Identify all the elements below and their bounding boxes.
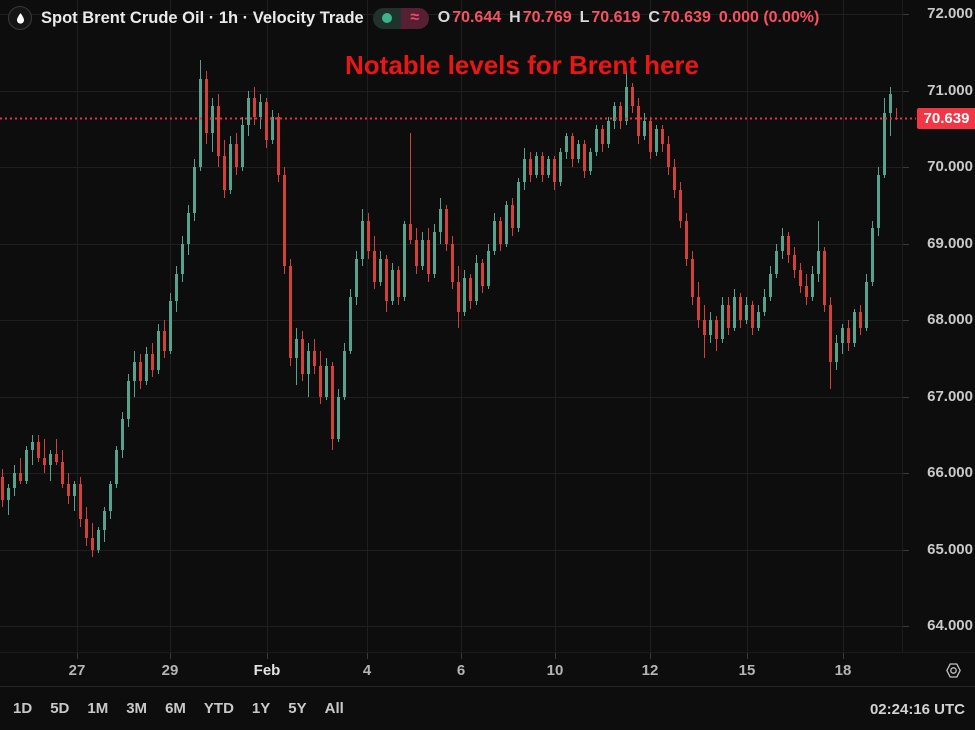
time-axis-tick [170, 653, 171, 659]
time-axis-tick [367, 653, 368, 659]
time-axis[interactable]: 27 29 Feb 4 6 10 12 15 18 [0, 652, 975, 687]
price-axis-tick [903, 14, 909, 15]
price-axis-tick [903, 91, 909, 92]
price-axis-label: 65.000 [927, 541, 973, 558]
chart-legend: Spot Brent Crude Oil · 1h · Velocity Tra… [8, 6, 819, 30]
time-axis-label: Feb [253, 662, 281, 679]
price-axis-label: 71.000 [927, 82, 973, 99]
range-3m-button[interactable]: 3M [126, 700, 148, 717]
utc-clock[interactable]: 02:24:16 UTC [869, 700, 965, 718]
price-axis-tick [903, 397, 909, 398]
time-axis-tick [650, 653, 651, 659]
range-ytd-button[interactable]: YTD [203, 700, 234, 717]
time-axis-tick [267, 653, 268, 659]
time-axis-tick [555, 653, 556, 659]
market-status-pill[interactable]: ≈ [372, 7, 429, 29]
time-axis-label: 10 [546, 662, 564, 679]
market-open-dot-icon [372, 7, 401, 29]
price-axis-tick [903, 473, 909, 474]
time-axis-tick [461, 653, 462, 659]
range-1d-button[interactable]: 1D [13, 700, 33, 717]
symbol-title[interactable]: Spot Brent Crude Oil · 1h · Velocity Tra… [41, 8, 364, 27]
time-axis-label: 6 [456, 662, 466, 679]
low-label: L [579, 9, 590, 26]
range-all-button[interactable]: All [324, 700, 344, 717]
time-axis-label: 12 [641, 662, 659, 679]
change-value: 0.000 (0.00%) [718, 9, 820, 26]
time-axis-tick [77, 653, 78, 659]
price-axis-tick [903, 626, 909, 627]
price-axis-label: 68.000 [927, 311, 973, 328]
price-axis-label: 64.000 [927, 617, 973, 634]
range-5d-button[interactable]: 5D [50, 700, 70, 717]
price-axis-tick [903, 550, 909, 551]
price-axis-label: 67.000 [927, 388, 973, 405]
approx-price-icon: ≈ [400, 7, 429, 29]
range-5y-button[interactable]: 5Y [288, 700, 307, 717]
close-label: C [648, 9, 660, 26]
chart-annotation-text[interactable]: Notable levels for Brent here [345, 50, 699, 80]
candlestick-chart[interactable] [0, 0, 975, 652]
time-axis-label: 29 [161, 662, 179, 679]
open-label: O [437, 9, 451, 26]
low-value: 70.619 [591, 9, 641, 26]
time-axis-label: 27 [68, 662, 86, 679]
time-axis-label: 15 [738, 662, 756, 679]
open-value: 70.644 [452, 9, 502, 26]
time-axis-label: 18 [834, 662, 852, 679]
range-6m-button[interactable]: 6M [165, 700, 186, 717]
range-1m-button[interactable]: 1M [87, 700, 109, 717]
last-price-badge: 70.639 [917, 108, 975, 129]
ohlc-values: O 70.644 H 70.769 L 70.619 C 70.639 0.00… [438, 9, 820, 27]
range-toolbar: 1D 5D 1M 3M 6M YTD 1Y 5Y All 02:24:16 UTC [0, 686, 975, 730]
high-label: H [509, 9, 521, 26]
price-axis-label: 69.000 [927, 235, 973, 252]
high-value: 70.769 [522, 9, 572, 26]
price-axis-label: 72.000 [927, 5, 973, 22]
oil-droplet-icon [8, 6, 32, 30]
price-axis-tick [903, 167, 909, 168]
range-1y-button[interactable]: 1Y [251, 700, 271, 717]
time-axis-tick [843, 653, 844, 659]
time-axis-tick [747, 653, 748, 659]
price-axis-label: 66.000 [927, 464, 973, 481]
price-axis-tick [903, 320, 909, 321]
price-axis-tick [903, 244, 909, 245]
price-axis-label: 70.000 [927, 158, 973, 175]
time-axis-label: 4 [362, 662, 372, 679]
price-axis[interactable]: 70.639 72.000 71.000 70.000 69.000 68.000 67.… [902, 0, 975, 652]
close-value: 70.639 [661, 9, 711, 26]
gear-icon[interactable] [942, 659, 964, 681]
